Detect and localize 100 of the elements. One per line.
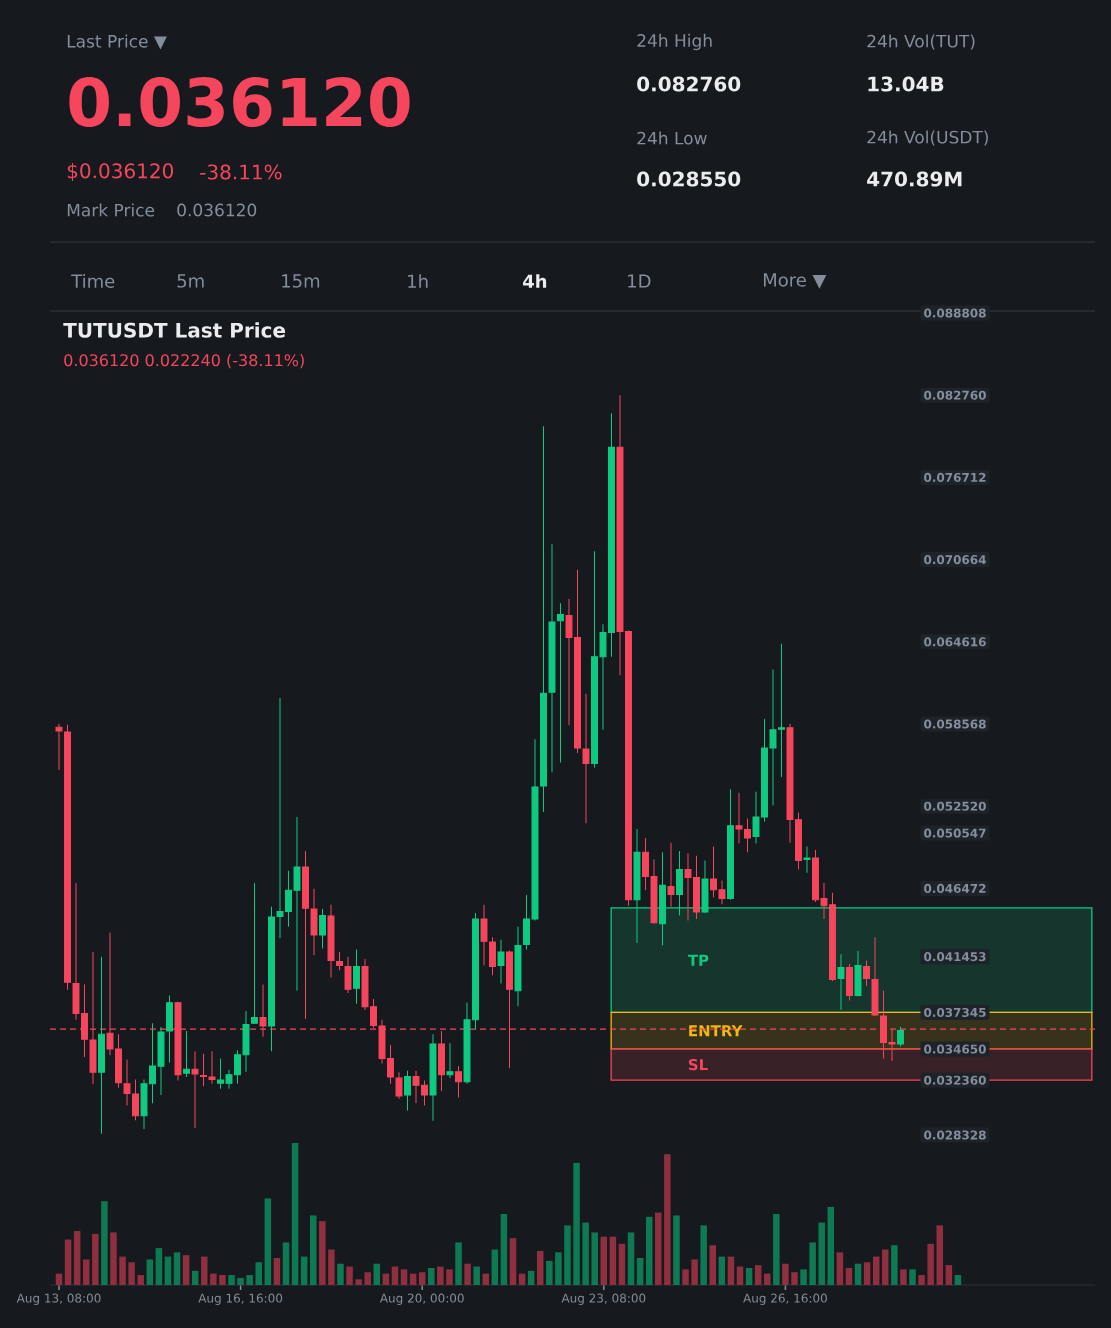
- text: 1h: [408, 274, 428, 288]
- text: 24h High: [637, 33, 712, 51]
- bar: [818, 1222, 825, 1286]
- bar: [854, 1263, 862, 1286]
- bar: [64, 1239, 72, 1286]
- x-tick-label: Aug 13, 08:00: [16, 1293, 101, 1305]
- text: 0.082760: [637, 76, 741, 92]
- bar: [119, 1256, 126, 1286]
- candlestick: [344, 956, 352, 994]
- bar: [173, 1252, 181, 1286]
- y-tick-label: 0.041453: [924, 952, 986, 962]
- candlestick: [353, 948, 360, 1005]
- candlestick: [846, 963, 853, 1001]
- candlestick: [863, 960, 870, 987]
- candlestick: [837, 953, 845, 1011]
- bar: [945, 1265, 953, 1286]
- text: $0.036120: [67, 162, 173, 182]
- y-tick-label: 0.034650: [924, 1044, 986, 1054]
- bar: [564, 1225, 571, 1286]
- candlestick: [98, 956, 105, 1135]
- candlestick: [404, 1070, 411, 1112]
- bar: [636, 1258, 644, 1286]
- candlestick: [327, 904, 335, 979]
- bar: [736, 1266, 744, 1286]
- bar: [900, 1269, 907, 1286]
- bar: [645, 1216, 653, 1286]
- bar: [918, 1275, 925, 1286]
- bar: [210, 1273, 217, 1286]
- y-tick-label: 0.082760: [924, 390, 986, 400]
- bar: [264, 1198, 272, 1286]
- text: Time: [71, 274, 115, 288]
- bar: [609, 1236, 617, 1286]
- bar: [600, 1236, 608, 1286]
- y-tick-label: 0.064616: [924, 637, 986, 647]
- text: 1D: [628, 274, 651, 288]
- text: Last Price ▼: [67, 34, 167, 50]
- bar: [455, 1242, 462, 1286]
- bar: [582, 1222, 589, 1286]
- bar: [255, 1262, 263, 1286]
- bar: [809, 1242, 816, 1286]
- bar: [92, 1233, 99, 1286]
- x-tick-label: Aug 26, 16:00: [743, 1293, 827, 1305]
- bar: [546, 1260, 553, 1286]
- bar: [201, 1256, 208, 1286]
- bar: [101, 1201, 108, 1286]
- bar: [146, 1259, 154, 1286]
- bar: [237, 1277, 244, 1286]
- y-tick-label: 0.050547: [924, 828, 986, 838]
- bar: [555, 1252, 562, 1286]
- candlestick: [446, 1042, 454, 1079]
- bar: [509, 1238, 517, 1286]
- bar: [754, 1265, 762, 1286]
- bar: [800, 1269, 807, 1286]
- bar: [428, 1267, 435, 1286]
- candlestick: [336, 951, 343, 971]
- candlestick: [251, 882, 258, 1025]
- band-label: TP: [687, 954, 709, 966]
- bar: [182, 1255, 190, 1286]
- y-tick-label: 0.088808: [924, 308, 986, 318]
- text: 15m: [282, 274, 320, 288]
- bar: [464, 1263, 471, 1286]
- bar: [627, 1232, 635, 1286]
- bar: [309, 1215, 317, 1286]
- y-tick-label: 0.076712: [924, 472, 986, 482]
- bar: [882, 1249, 889, 1286]
- bar: [791, 1272, 798, 1286]
- candlestick: [727, 788, 734, 901]
- bar: [782, 1263, 789, 1286]
- text: More ▼: [763, 273, 827, 289]
- candlestick: [429, 1033, 437, 1122]
- candlestick: [183, 1030, 190, 1078]
- text: 24h Vol(USDT): [867, 130, 988, 146]
- text: -38.11%: [200, 164, 282, 180]
- candlestick: [803, 846, 811, 874]
- candlestick: [497, 939, 505, 984]
- bar: [936, 1225, 944, 1286]
- bar: [273, 1258, 281, 1286]
- bar: [845, 1267, 853, 1286]
- bar: [73, 1231, 81, 1286]
- bar: [527, 1270, 535, 1286]
- x-tick-label: Aug 16, 16:00: [198, 1293, 283, 1305]
- candlestick: [319, 908, 326, 950]
- bar: [291, 1143, 299, 1286]
- bar: [718, 1256, 726, 1286]
- candlestick: [897, 1026, 904, 1047]
- bar: [473, 1266, 480, 1286]
- bar: [300, 1256, 308, 1286]
- bar: [673, 1215, 680, 1286]
- bar: [573, 1162, 580, 1286]
- band-label: SL: [688, 1058, 708, 1071]
- bar: [328, 1249, 335, 1286]
- bar: [836, 1252, 844, 1286]
- bar: [191, 1270, 199, 1286]
- bar: [346, 1266, 353, 1286]
- bar: [364, 1272, 371, 1286]
- bar: [391, 1266, 399, 1286]
- bar: [500, 1214, 508, 1286]
- bar: [82, 1259, 90, 1286]
- bar: [655, 1212, 662, 1286]
- bar: [618, 1243, 626, 1286]
